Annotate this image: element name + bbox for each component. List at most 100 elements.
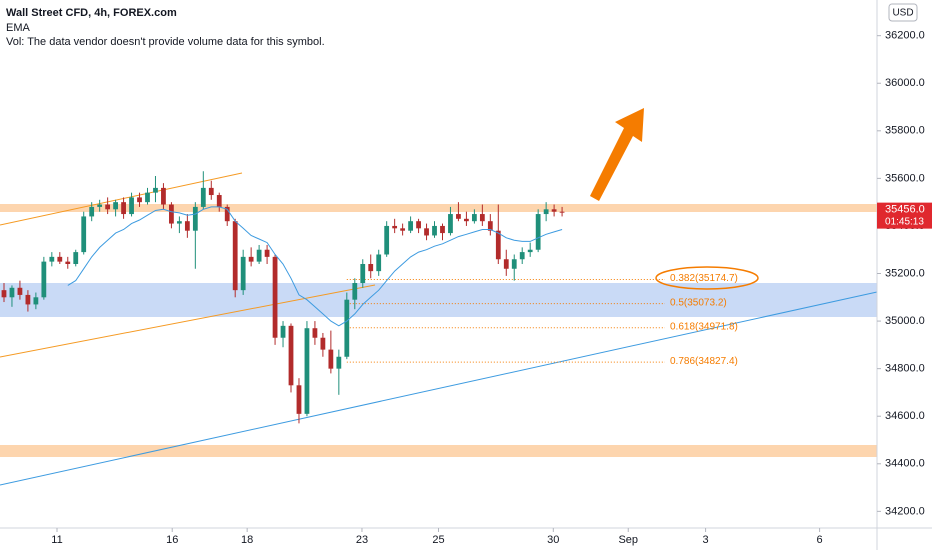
indicator-label: EMA [6, 22, 31, 34]
candle-body [137, 197, 142, 203]
arrow [590, 108, 644, 201]
candle-body [487, 221, 493, 231]
candle-body [384, 225, 390, 255]
drawings [0, 108, 878, 486]
candle-body [41, 261, 47, 298]
candle-body [176, 221, 182, 224]
currency-box[interactable] [888, 3, 918, 22]
candle-body [248, 256, 254, 262]
x-tick-label: 11 [51, 534, 62, 546]
candle-body [264, 249, 270, 257]
candle-body [89, 206, 95, 217]
candle-body [440, 225, 445, 234]
x-tick-label: 23 [356, 534, 368, 546]
candle-body [479, 214, 485, 222]
candle-body [25, 294, 31, 305]
candle-body [272, 256, 278, 338]
candle-body [312, 328, 318, 338]
candle-body [105, 204, 111, 210]
candle-body [559, 211, 565, 213]
candle-body [232, 221, 238, 291]
trend-line [0, 172, 243, 226]
candle-body [503, 259, 509, 269]
candle-body [161, 187, 166, 205]
candle-body [376, 254, 382, 272]
candle-body [81, 216, 87, 253]
y-tick-label: 36000.0 [885, 77, 925, 89]
candle-body [224, 206, 230, 222]
x-tick-label: 25 [432, 534, 444, 546]
candle-body [336, 356, 342, 369]
candle-body [129, 197, 134, 215]
resistance-zone [0, 204, 877, 212]
candle-body [9, 287, 15, 298]
fib-label: 0.618(34971.8) [670, 321, 738, 332]
candle-body [17, 287, 23, 295]
candle-body [408, 221, 413, 231]
countdown: 01:45:13 [885, 216, 924, 227]
demand-zone [0, 283, 877, 317]
plot [1, 171, 665, 424]
candle-body [73, 252, 79, 264]
candle-body [543, 209, 549, 215]
candle-body [169, 204, 174, 224]
candle-body [416, 221, 421, 229]
x-tick-label: 6 [817, 534, 823, 546]
candle-body [471, 214, 477, 222]
last-price-label: 35456.0 [885, 204, 925, 216]
chart-title: Wall Street CFD, 4h, FOREX.com [6, 7, 177, 19]
candle-body [113, 202, 118, 210]
trend-line [0, 284, 376, 358]
volume-note: Vol: The data vendor doesn't provide vol… [6, 36, 325, 48]
candle-body [65, 261, 71, 264]
candle-body [535, 214, 541, 250]
x-tick-label: 30 [547, 534, 559, 546]
candle-body [216, 195, 222, 207]
y-tick-label: 34400.0 [885, 458, 925, 470]
candle-body [256, 249, 262, 262]
candle-body [33, 297, 39, 305]
y-tick-label: 35800.0 [885, 125, 925, 137]
candle-body [360, 264, 366, 284]
candle-body [208, 187, 214, 196]
trend-line [0, 291, 878, 486]
y-tick-label: 36200.0 [885, 30, 925, 42]
candle-body [320, 337, 326, 350]
candle-body [296, 385, 302, 414]
candle-body [288, 325, 294, 386]
candle-body [304, 328, 310, 414]
candle-body [424, 228, 429, 236]
candle-body [519, 252, 525, 260]
x-tick-label: 16 [166, 534, 178, 546]
candle-body [495, 230, 501, 260]
candle-body [153, 187, 158, 193]
candle-body [1, 290, 7, 298]
last-price-box [877, 202, 932, 229]
highlight-ellipse [655, 266, 759, 290]
y-tick-label: 34200.0 [885, 505, 925, 517]
fib-label: 0.5(35073.2) [670, 297, 727, 308]
candle-body [511, 259, 517, 269]
candle-body [551, 209, 557, 212]
fib-label: 0.786(34827.4) [670, 356, 738, 367]
x-tick-label: 18 [241, 534, 253, 546]
currency[interactable]: USD [892, 8, 913, 19]
candle-body [49, 256, 55, 262]
candle-body [184, 221, 190, 231]
y-tick-label: 35600.0 [885, 172, 925, 184]
y-tick-label: 34600.0 [885, 410, 925, 422]
candle-body [145, 192, 150, 203]
candle-body [97, 204, 103, 207]
y-tick-label: 35200.0 [885, 267, 925, 279]
candle-body [527, 249, 533, 253]
candle-body [121, 202, 126, 215]
candle-body [464, 218, 469, 222]
candle-body [400, 228, 406, 231]
candle-body [448, 214, 453, 234]
fib-label: 0.382(35174.7) [670, 273, 738, 284]
candle-body [192, 206, 198, 231]
candle-body [344, 299, 350, 357]
candle-body [57, 256, 63, 262]
